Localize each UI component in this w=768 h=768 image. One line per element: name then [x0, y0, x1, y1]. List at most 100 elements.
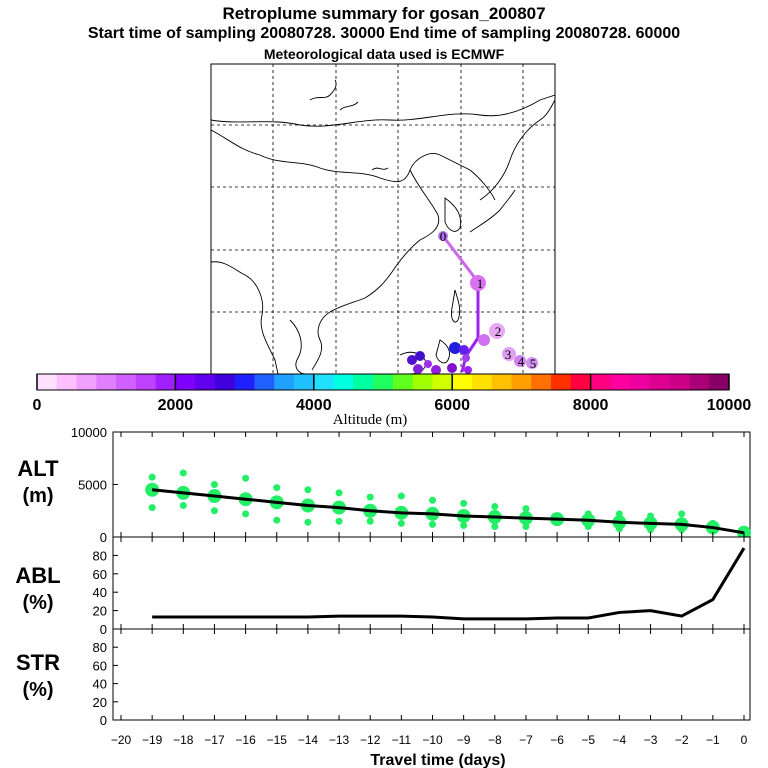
plume-cluster: [449, 342, 461, 354]
colorbar-cell: [56, 374, 78, 390]
y-tick-label: 40: [93, 585, 107, 600]
altitude-point: [678, 510, 686, 518]
colorbar-cell: [669, 374, 690, 390]
x-tick-label: −11: [392, 733, 412, 747]
str-panel: STR (%) 0 20 40 60 80: [16, 628, 751, 728]
altitude-point: [460, 499, 468, 507]
y-tick-label: 0: [100, 622, 107, 637]
altitude-point: [242, 510, 250, 518]
y-tick-label: 80: [93, 548, 107, 563]
altitude-point: [210, 481, 218, 488]
altitude-point: [584, 510, 592, 518]
x-tick-label: −1: [706, 733, 720, 747]
colorbar-tick-label: 8000: [573, 397, 609, 414]
y-tick-label: 80: [93, 640, 107, 655]
altitude-point: [335, 489, 343, 497]
colorbar-cell: [570, 374, 592, 390]
mean-altitude-line: [151, 488, 745, 535]
colorbar: 0 2000 4000 6000 8000 10000 Altitude (m): [33, 373, 751, 428]
colorbar-cell: [313, 374, 335, 390]
colorbar-tick-label: 6000: [434, 397, 470, 414]
altitude-point: [678, 526, 686, 534]
colorbar-cell: [254, 374, 275, 390]
colorbar-cell: [373, 374, 394, 390]
map-graticule: [211, 64, 555, 374]
altitude-point: [273, 484, 281, 492]
day-markers: 0 1 23 4 5: [440, 229, 537, 371]
altitude-point: [335, 517, 343, 525]
altitude-point: [397, 492, 405, 500]
altitude-point: [647, 512, 655, 520]
meteo-source: Meteorological data used is ECMWF: [263, 46, 505, 62]
abl-label: ABL: [15, 563, 60, 588]
colorbar-cell: [175, 374, 196, 390]
plume-segment: [460, 282, 480, 373]
x-tick-label: −7: [519, 733, 533, 747]
day-marker: 5: [530, 356, 537, 371]
plume-cluster: [462, 354, 470, 362]
plume-cluster: [470, 275, 486, 291]
sampling-times: Start time of sampling 20080728. 30000 E…: [87, 25, 681, 42]
altitude-panel: ALT (m) 0 5000 10000: [17, 425, 751, 545]
plume-segment: [441, 235, 480, 283]
colorbar-cell: [491, 374, 513, 390]
y-tick-label: 20: [93, 604, 107, 619]
plume-cluster: [413, 364, 423, 374]
plume-cluster: [424, 360, 432, 368]
altitude-point: [179, 502, 187, 509]
altitude-point: [429, 496, 436, 504]
colorbar-cell: [531, 374, 552, 390]
y-tick-label: 0: [100, 713, 107, 728]
altitude-point: [304, 518, 312, 526]
plume-cluster: [438, 231, 448, 241]
colorbar-cell: [689, 374, 710, 390]
chart-title: Retroplume summary for gosan_200807: [222, 4, 546, 23]
altitude-point: [522, 505, 530, 513]
x-axis: −20 −19 −18 −17 −16 −15 −14 −13 −12 −11 −10 −9 −8 −7−…: [111, 432, 748, 768]
colorbar-cell: [76, 374, 97, 390]
colorbar-cell: [590, 374, 611, 390]
x-tick-label: −5: [581, 733, 595, 747]
colorbar-cell: [412, 374, 433, 390]
plume-cluster: [415, 351, 425, 361]
colorbar-cell: [294, 374, 315, 390]
x-tick-label: −20: [111, 733, 132, 747]
x-axis-label: Travel time (days): [370, 752, 505, 768]
colorbar-cell: [471, 374, 493, 390]
colorbar-cell: [333, 374, 354, 390]
abl-line: [152, 547, 746, 621]
colorbar-cell: [96, 374, 117, 390]
day-marker: 3: [505, 347, 512, 362]
y-tick-label: 20: [93, 695, 107, 710]
y-tick-label: 60: [93, 658, 107, 673]
colorbar-cell: [511, 374, 532, 390]
altitude-point: [148, 473, 156, 481]
str-unit: (%): [22, 679, 53, 701]
x-tick-label: −18: [173, 733, 194, 747]
colorbar-cell: [649, 374, 671, 390]
y-tick-label: 60: [93, 567, 107, 582]
x-tick-label: −4: [613, 733, 627, 747]
colorbar-cell: [37, 374, 58, 390]
colorbar-tick-label: 0: [33, 397, 42, 414]
plume-cluster: [407, 355, 417, 365]
x-tick-label: −8: [488, 733, 502, 747]
colorbar-cell: [452, 374, 473, 390]
colorbar-cell: [610, 374, 631, 390]
altitude-point: [397, 519, 405, 527]
altitude-point: [615, 510, 623, 518]
colorbar-cell: [709, 374, 730, 390]
colorbar-cell: [551, 374, 572, 390]
colorbar-cell: [135, 374, 157, 390]
colorbar-cell: [392, 374, 414, 390]
colorbar-title: Altitude (m): [333, 412, 408, 428]
altitude-point: [491, 523, 499, 530]
str-label: STR: [16, 650, 60, 675]
altitude-point: [366, 493, 374, 501]
colorbar-tick-label: 2000: [158, 397, 194, 414]
colorbar-cell: [274, 374, 295, 390]
x-tick-label: −9: [457, 733, 471, 747]
alt-unit: (m): [22, 485, 53, 507]
colorbar-tick-label: 4000: [296, 397, 332, 414]
plume-cluster: [502, 347, 516, 361]
